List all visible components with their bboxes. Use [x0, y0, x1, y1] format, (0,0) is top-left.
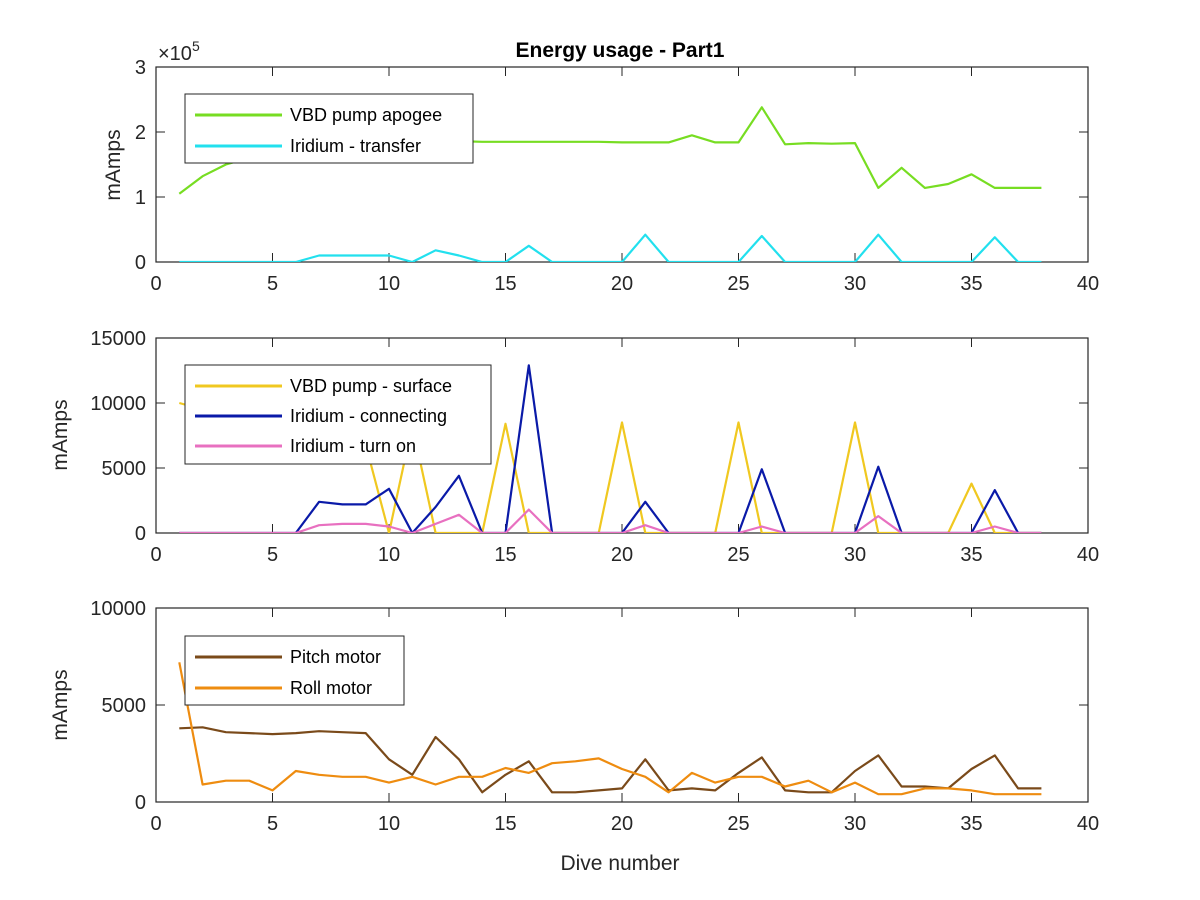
y-tick-label: 5000 — [102, 458, 147, 480]
x-tick-label: 25 — [727, 273, 749, 295]
y-tick-label: 0 — [135, 792, 146, 814]
x-tick-label: 10 — [378, 273, 400, 295]
x-tick-label: 15 — [494, 544, 516, 566]
y-tick-label: 0 — [135, 252, 146, 274]
subplot-2: 0 5 10 15 20 25 30 35 40 0 5000 10000 15000 mAmps V… — [49, 328, 1099, 566]
x-tick-label: 5 — [267, 813, 278, 835]
legend-label-iridium-connecting: Iridium - connecting — [290, 406, 447, 426]
y-exponent-power: 5 — [192, 38, 200, 54]
x-tick-label: 40 — [1077, 273, 1099, 295]
legend-box-3 — [184, 635, 405, 706]
x-tick-label: 35 — [960, 544, 982, 566]
x-axis-label: Dive number — [560, 852, 679, 875]
x-tick-label: 10 — [378, 544, 400, 566]
y-tick-label: 0 — [135, 523, 146, 545]
legend-label-pitch-motor: Pitch motor — [290, 647, 381, 667]
x-tick-label: 25 — [727, 813, 749, 835]
x-tick-label: 40 — [1077, 544, 1099, 566]
y-ticks-3: 0 5000 10000 — [90, 598, 1088, 814]
legend-label-vbd-pump-surface: VBD pump - surface — [290, 376, 452, 396]
series-lines-3 — [178, 662, 1042, 796]
x-tick-label: 30 — [844, 813, 866, 835]
y-tick-label: 10000 — [90, 393, 146, 415]
legend-3: Pitch motor Roll motor — [184, 635, 405, 706]
y-tick-label: 2 — [135, 122, 146, 144]
y-ticks-1: 0 1 2 3 — [135, 57, 1088, 274]
x-tick-label: 40 — [1077, 813, 1099, 835]
x-tick-label: 15 — [494, 813, 516, 835]
y-exponent-label: ×105 — [158, 38, 200, 65]
x-tick-label: 30 — [844, 273, 866, 295]
x-tick-label: 20 — [611, 813, 633, 835]
x-ticks-1: 0 5 10 15 20 25 30 35 40 — [150, 67, 1099, 295]
y-axis-label-2: mAmps — [49, 399, 72, 470]
y-axis-label-3: mAmps — [49, 669, 72, 740]
y-tick-label: 3 — [135, 57, 146, 79]
x-tick-label: 5 — [267, 273, 278, 295]
legend-label-iridium-turn-on: Iridium - turn on — [290, 436, 416, 456]
y-tick-label: 10000 — [90, 598, 146, 620]
x-tick-label: 15 — [494, 273, 516, 295]
y-exponent-base: ×10 — [158, 43, 192, 65]
x-tick-label: 10 — [378, 813, 400, 835]
x-ticks-2: 0 5 10 15 20 25 30 35 40 — [150, 338, 1099, 566]
y-ticks-2: 0 5000 10000 15000 — [90, 328, 1088, 545]
series-line-roll-motor — [178, 662, 1042, 796]
series-line-pitch-motor — [179, 726, 1042, 794]
x-tick-label: 25 — [727, 544, 749, 566]
legend-box-1 — [184, 93, 474, 164]
y-tick-label: 15000 — [90, 328, 146, 350]
chart-title: Energy usage - Part1 — [516, 39, 725, 62]
x-tick-label: 5 — [267, 544, 278, 566]
subplot-1: Energy usage - Part1 ×105 0 5 10 15 20 25 30 35… — [102, 38, 1099, 295]
legend-2: VBD pump - surface Iridium - connecting … — [184, 364, 492, 465]
x-tick-label: 0 — [150, 544, 161, 566]
y-tick-label: 5000 — [102, 695, 147, 717]
legend-label-iridium-transfer: Iridium - transfer — [290, 136, 421, 156]
y-tick-label: 1 — [135, 187, 146, 209]
legend-label-roll-motor: Roll motor — [290, 678, 372, 698]
svg-text:×105: ×105 — [158, 38, 200, 65]
x-tick-label: 0 — [150, 813, 161, 835]
legend-1: VBD pump apogee Iridium - transfer — [184, 93, 474, 164]
series-line-iridium-turn-on — [179, 508, 1042, 533]
series-line-iridium-transfer — [179, 233, 1042, 262]
x-tick-label: 35 — [960, 273, 982, 295]
x-tick-label: 20 — [611, 273, 633, 295]
x-tick-label: 35 — [960, 813, 982, 835]
y-axis-label-1: mAmps — [102, 129, 125, 200]
x-ticks-3: 0 5 10 15 20 25 30 35 40 — [150, 608, 1099, 835]
series-line-iridium-connecting — [179, 364, 1042, 533]
x-tick-label: 20 — [611, 544, 633, 566]
subplot-3: 0 5 10 15 20 25 30 35 40 0 5000 10000 mAmps Dive n… — [49, 598, 1099, 875]
x-tick-label: 0 — [150, 273, 161, 295]
x-tick-label: 30 — [844, 544, 866, 566]
legend-label-vbd-pump-apogee: VBD pump apogee — [290, 105, 442, 125]
